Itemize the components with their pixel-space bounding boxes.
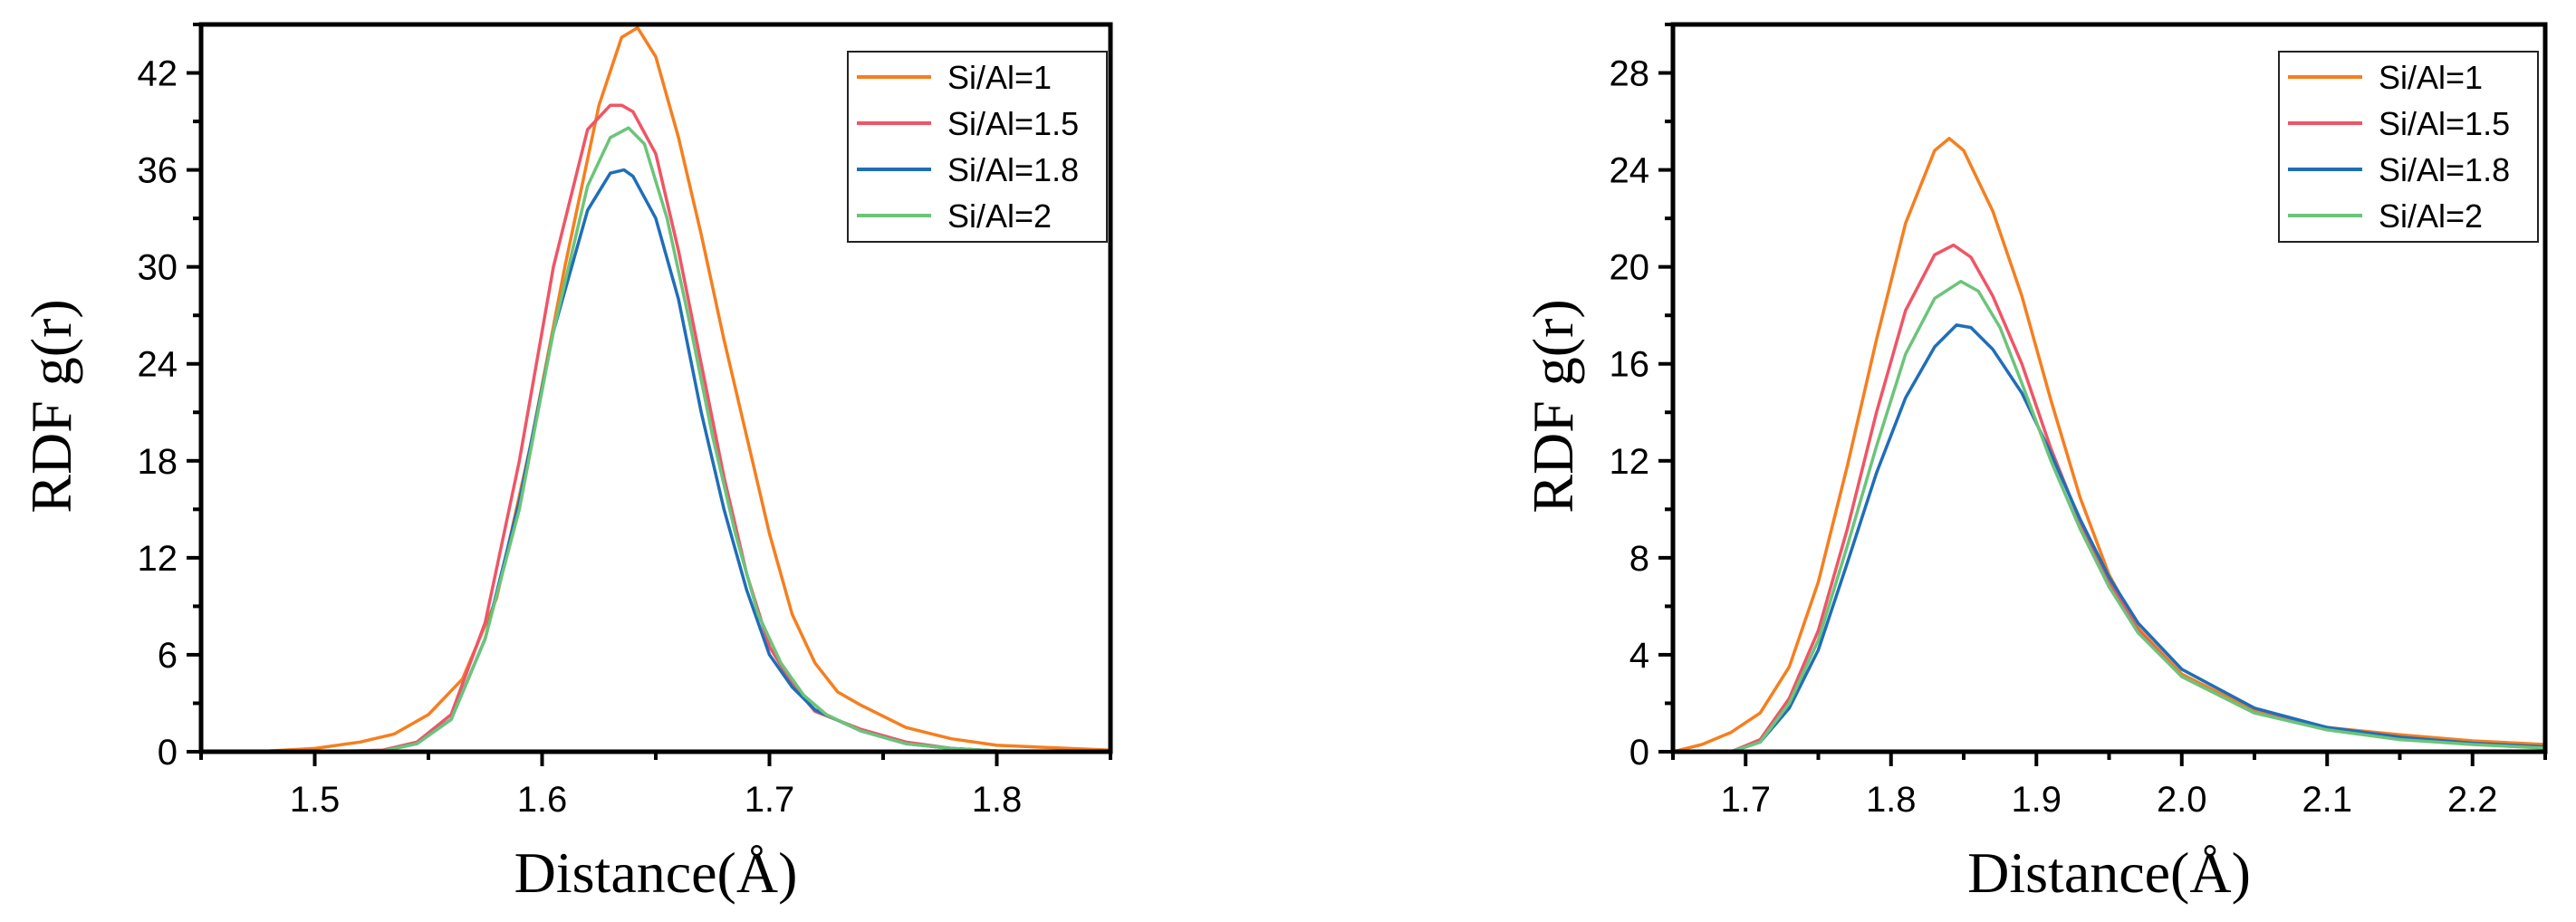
y-axis-title: RDF g(r) (1521, 299, 1585, 513)
y-tick-label: 4 (1629, 636, 1649, 676)
series-line-Si-Al-2 (312, 126, 1110, 752)
legend-label: Si/Al=1.5 (2379, 105, 2510, 142)
legend-label: Si/Al=1.8 (2379, 151, 2510, 188)
legend-label: Si/Al=1 (947, 59, 1052, 96)
series-line-Si-Al-1 (1673, 137, 2545, 752)
y-tick-label: 6 (158, 636, 178, 676)
chart-1: 1.5 1.6 1.7 1.8 0 6 12 18 24 30 36 42 Distance(Å) RDF… (19, 22, 1113, 905)
legend-label: Si/Al=2 (2379, 197, 2483, 235)
y-tick-label: 28 (1610, 54, 1650, 94)
y-tick-label: 0 (158, 733, 178, 773)
y-tick-label: 8 (1629, 539, 1649, 579)
x-axis-title: Distance(Å) (514, 840, 798, 905)
y-tick-label: 16 (1610, 345, 1650, 385)
series-group (1673, 137, 2545, 752)
legend-label: Si/Al=2 (947, 197, 1052, 235)
y-tick-label: 20 (1610, 248, 1650, 288)
x-tick-label: 1.6 (517, 780, 568, 820)
x-tick-label: 1.7 (1720, 780, 1771, 820)
x-tick-label: 1.7 (745, 780, 795, 820)
y-axis-title: RDF g(r) (19, 299, 83, 513)
x-tick-label: 1.8 (1866, 780, 1917, 820)
chart-2: 1.7 1.8 1.9 2.0 2.1 2.2 0 4 8 12 16 20 24 28 Distance(… (1521, 22, 2548, 905)
y-tick-label: 30 (138, 248, 178, 288)
legend: Si/Al=1 Si/Al=1.5 Si/Al=1.8 Si/Al=2 (2278, 51, 2539, 243)
x-tick-label: 1.5 (290, 780, 341, 820)
series-line-Si-Al-1.8 (312, 168, 1110, 752)
y-tick-label: 42 (138, 54, 178, 94)
legend-box (2278, 51, 2539, 243)
x-tick-label: 2.2 (2447, 780, 2498, 820)
legend-label: Si/Al=1.8 (947, 151, 1079, 188)
y-tick-label: 36 (138, 151, 178, 191)
x-tick-label: 2.1 (2302, 780, 2352, 820)
legend-box (847, 51, 1108, 243)
y-tick-label: 18 (138, 442, 178, 482)
series-line-Si-Al-1 (201, 25, 1110, 752)
series-line-Si-Al-1.8 (1729, 323, 2545, 752)
x-tick-label: 1.9 (2011, 780, 2062, 820)
x-tick-label: 1.8 (972, 780, 1023, 820)
y-tick-label: 0 (1629, 733, 1649, 773)
series-group (201, 25, 1110, 752)
legend-label: Si/Al=1 (2379, 59, 2483, 96)
legend: Si/Al=1 Si/Al=1.5 Si/Al=1.8 Si/Al=2 (847, 51, 1108, 243)
series-line-Si-Al-1.5 (1729, 243, 2545, 752)
legend-label: Si/Al=1.5 (947, 105, 1079, 142)
x-tick-label: 2.0 (2157, 780, 2207, 820)
series-line-Si-Al-2 (1729, 279, 2545, 752)
x-axis-title: Distance(Å) (1967, 840, 2251, 905)
y-tick-label: 24 (138, 345, 178, 385)
y-tick-label: 24 (1610, 151, 1650, 191)
y-tick-label: 12 (1610, 442, 1650, 482)
y-tick-label: 12 (138, 539, 178, 579)
